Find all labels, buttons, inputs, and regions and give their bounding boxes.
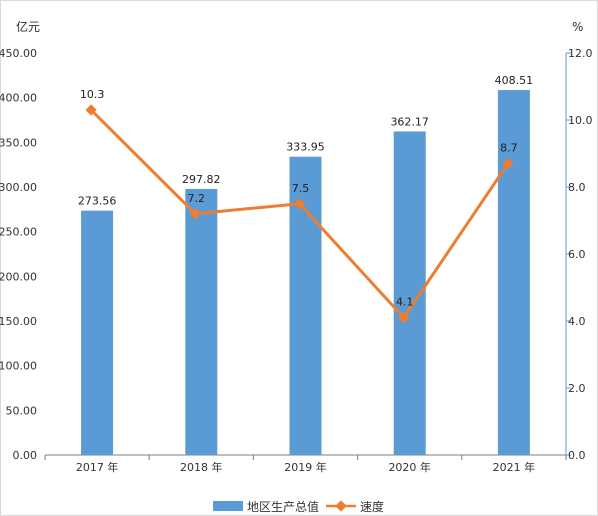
left-tick-label: 250.00 xyxy=(0,226,37,239)
bar-value-label: 408.51 xyxy=(495,74,534,87)
left-tick-label: 350.00 xyxy=(0,136,37,149)
x-axis-ticks: 2017 年 2018 年 2019 年 2020 年 2021 年 xyxy=(44,455,567,474)
legend: 地区生产总值 速度 xyxy=(213,499,384,514)
bar xyxy=(497,90,530,456)
left-tick-label: 0.00 xyxy=(13,449,38,462)
x-tick-label: 2017 年 xyxy=(76,460,119,474)
bar-value-label: 273.56 xyxy=(78,195,117,208)
left-tick-label: 300.00 xyxy=(0,181,37,194)
right-tick-label: 6.0 xyxy=(568,248,586,261)
bar-value-label: 362.17 xyxy=(390,115,429,128)
line-value-label: 4.1 xyxy=(396,296,414,309)
line-value-label: 7.2 xyxy=(188,192,206,205)
line-value-label: 10.3 xyxy=(80,88,105,101)
legend-bar-label: 地区生产总值 xyxy=(247,499,319,514)
right-axis-ticks: 0.0 2.0 4.0 6.0 8.0 10.0 12.0 xyxy=(566,47,593,462)
bar xyxy=(81,210,114,455)
bar xyxy=(185,188,218,456)
left-tick-label: 200.00 xyxy=(0,270,37,283)
legend-bar-swatch xyxy=(213,501,243,511)
right-tick-label: 4.0 xyxy=(568,315,586,328)
bar-data-labels: 273.56 297.82 333.95 362.17 408.51 xyxy=(78,74,533,208)
line-marker xyxy=(293,198,306,210)
x-tick-label: 2021 年 xyxy=(493,460,536,474)
right-axis-unit: % xyxy=(572,20,583,34)
left-tick-label: 100.00 xyxy=(0,360,37,373)
line-marker xyxy=(398,311,410,324)
x-tick-label: 2020 年 xyxy=(388,460,431,474)
left-tick-label: 400.00 xyxy=(0,92,37,105)
right-tick-label: 10.0 xyxy=(568,114,593,127)
right-tick-label: 12.0 xyxy=(568,47,593,60)
x-tick-label: 2018 年 xyxy=(180,460,223,474)
x-tick-label: 2019 年 xyxy=(284,460,327,474)
right-tick-label: 0.0 xyxy=(568,449,586,462)
line-value-label: 7.5 xyxy=(292,182,310,195)
line-marker xyxy=(502,157,514,170)
bar-value-label: 333.95 xyxy=(286,141,325,154)
left-axis-ticks: 0.00 50.00 100.00 150.00 200.00 250.00 300.00 3… xyxy=(0,47,37,462)
bar xyxy=(289,156,322,455)
left-tick-label: 150.00 xyxy=(0,315,37,328)
bar-value-label: 297.82 xyxy=(182,173,221,186)
left-tick-label: 450.00 xyxy=(0,47,37,60)
left-axis-unit: 亿元 xyxy=(16,19,40,34)
left-tick-label: 50.00 xyxy=(6,404,38,417)
bar-series xyxy=(81,90,530,456)
legend-line-label: 速度 xyxy=(360,499,384,514)
legend-line-marker xyxy=(335,500,347,512)
right-tick-label: 8.0 xyxy=(568,181,586,194)
line-value-label: 8.7 xyxy=(500,142,518,155)
line-data-labels: 10.3 7.2 7.5 4.1 8.7 xyxy=(80,88,518,309)
right-tick-label: 2.0 xyxy=(568,382,586,395)
line-marker xyxy=(189,208,201,220)
